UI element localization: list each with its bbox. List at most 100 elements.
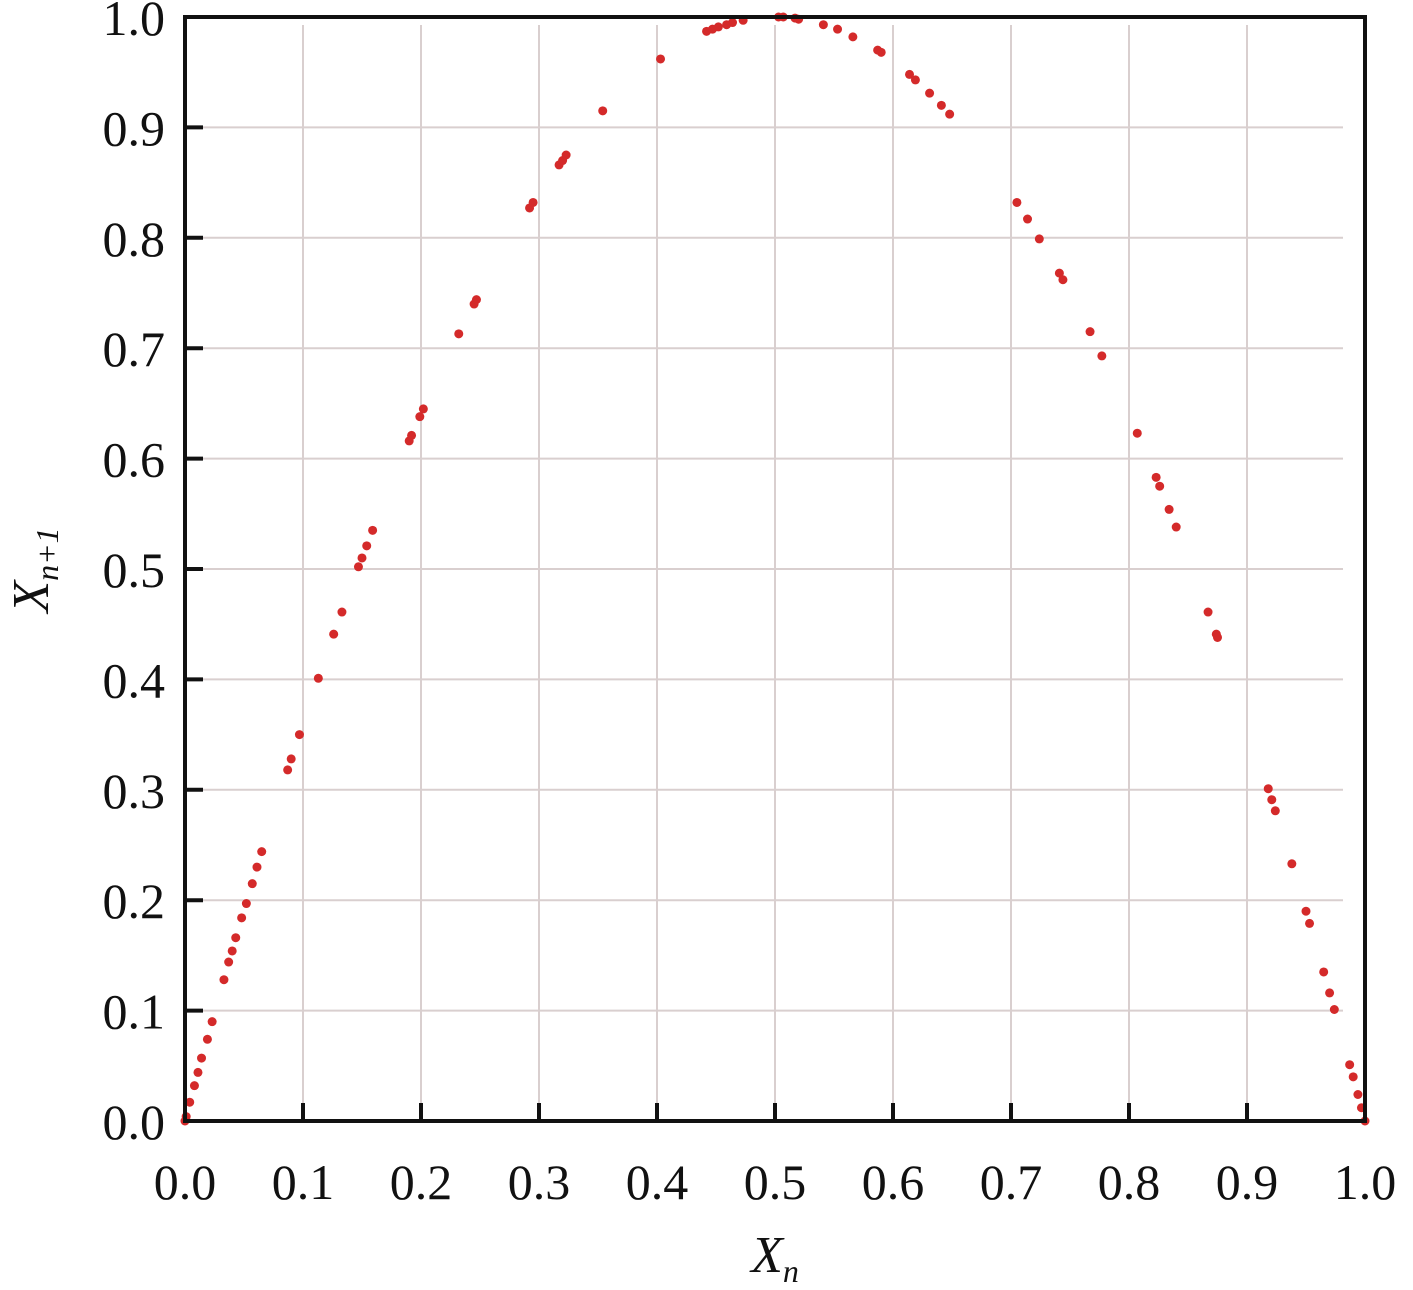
- y-tick-label: 0.3: [103, 763, 166, 819]
- data-point: [945, 109, 955, 119]
- y-tick-label: 0.6: [103, 432, 166, 488]
- data-point: [231, 933, 241, 943]
- y-tick-labels: 0.0 0.1 0.2 0.3 0.4 0.5 0.6 0.7 0.8 0.9 1.0: [103, 0, 166, 1150]
- data-point: [353, 562, 363, 572]
- data-point: [202, 1034, 212, 1044]
- data-point: [329, 629, 339, 639]
- data-point: [407, 430, 417, 440]
- data-point: [219, 975, 229, 985]
- data-points: [180, 12, 1370, 1126]
- ticks: [185, 125, 1249, 1121]
- data-point: [1085, 327, 1095, 337]
- data-point: [1155, 481, 1165, 491]
- y-tick-label: 0.2: [103, 873, 166, 929]
- data-point: [1267, 795, 1277, 805]
- data-point: [237, 913, 247, 923]
- data-point: [368, 525, 378, 535]
- x-tick-label: 0.7: [980, 1154, 1043, 1210]
- y-tick-label: 1.0: [103, 0, 166, 46]
- data-point: [1319, 967, 1329, 977]
- x-tick-label: 0.4: [626, 1154, 689, 1210]
- data-point: [1348, 1072, 1358, 1082]
- data-point: [1270, 806, 1280, 816]
- data-point: [713, 22, 723, 32]
- data-point: [1034, 234, 1044, 244]
- data-point: [283, 765, 293, 775]
- data-point: [910, 75, 920, 85]
- data-point: [1058, 275, 1068, 285]
- x-tick-label: 0.5: [744, 1154, 807, 1210]
- data-point: [313, 673, 323, 683]
- data-point: [528, 197, 538, 207]
- data-point: [936, 100, 946, 110]
- y-tick-label: 0.7: [103, 321, 166, 377]
- y-tick-label: 0.9: [103, 100, 166, 156]
- data-point: [1263, 784, 1273, 794]
- x-tick-label: 0.3: [508, 1154, 571, 1210]
- y-axis-label: Xn+1: [3, 527, 65, 614]
- x-tick-label: 0.8: [1098, 1154, 1161, 1210]
- x-tick-label: 1.0: [1334, 1154, 1397, 1210]
- data-point: [418, 404, 428, 414]
- data-point: [833, 24, 843, 34]
- data-point: [1023, 214, 1033, 224]
- data-point: [818, 20, 828, 30]
- data-point: [1287, 859, 1297, 869]
- data-point: [1329, 1004, 1339, 1014]
- data-point: [561, 150, 571, 160]
- data-point: [1345, 1060, 1355, 1070]
- data-point: [286, 754, 296, 764]
- data-point: [1164, 504, 1174, 514]
- data-point: [224, 957, 234, 967]
- data-point: [471, 295, 481, 305]
- data-point: [227, 946, 237, 956]
- data-point: [197, 1053, 207, 1063]
- data-point: [876, 47, 886, 57]
- data-point: [1132, 428, 1142, 438]
- y-tick-label: 0.5: [103, 542, 166, 598]
- data-point: [252, 862, 262, 872]
- data-point: [357, 553, 367, 563]
- data-point: [1353, 1090, 1363, 1100]
- x-tick-label: 0.6: [862, 1154, 925, 1210]
- y-tick-label: 0.8: [103, 211, 166, 267]
- data-point: [1305, 918, 1315, 928]
- data-point: [1171, 522, 1181, 532]
- data-point: [1097, 351, 1107, 361]
- y-tick-label: 0.4: [103, 652, 166, 708]
- data-point: [1151, 472, 1161, 482]
- data-point: [728, 18, 738, 28]
- data-point: [454, 329, 464, 339]
- x-tick-label: 0.9: [1216, 1154, 1279, 1210]
- data-point: [207, 1017, 217, 1027]
- data-point: [1301, 906, 1311, 916]
- data-point: [185, 1097, 195, 1107]
- y-tick-label: 0.1: [103, 984, 166, 1040]
- data-point: [189, 1081, 199, 1091]
- data-point: [598, 106, 608, 116]
- data-point: [337, 607, 347, 617]
- data-point: [1213, 632, 1222, 642]
- data-point: [193, 1067, 203, 1077]
- x-tick-label: 0.0: [154, 1154, 217, 1210]
- grid: [185, 25, 1343, 1121]
- data-point: [905, 69, 915, 79]
- data-point: [362, 541, 372, 551]
- data-point: [1054, 268, 1064, 278]
- data-point: [1012, 197, 1022, 207]
- x-tick-label: 0.1: [272, 1154, 335, 1210]
- data-point: [1203, 607, 1213, 617]
- data-point: [247, 879, 257, 889]
- data-point: [1325, 988, 1335, 998]
- x-axis-label: Xn: [749, 1227, 799, 1285]
- y-tick-label: 0.0: [103, 1094, 166, 1150]
- data-point: [257, 847, 267, 857]
- data-point: [415, 412, 425, 422]
- data-point: [848, 32, 858, 42]
- x-tick-labels: 0.0 0.1 0.2 0.3 0.4 0.5 0.6 0.7 0.8 0.9 1.0: [154, 1154, 1397, 1210]
- x-tick-label: 0.2: [390, 1154, 453, 1210]
- data-point: [294, 730, 304, 740]
- data-point: [241, 899, 251, 909]
- data-point: [925, 88, 935, 98]
